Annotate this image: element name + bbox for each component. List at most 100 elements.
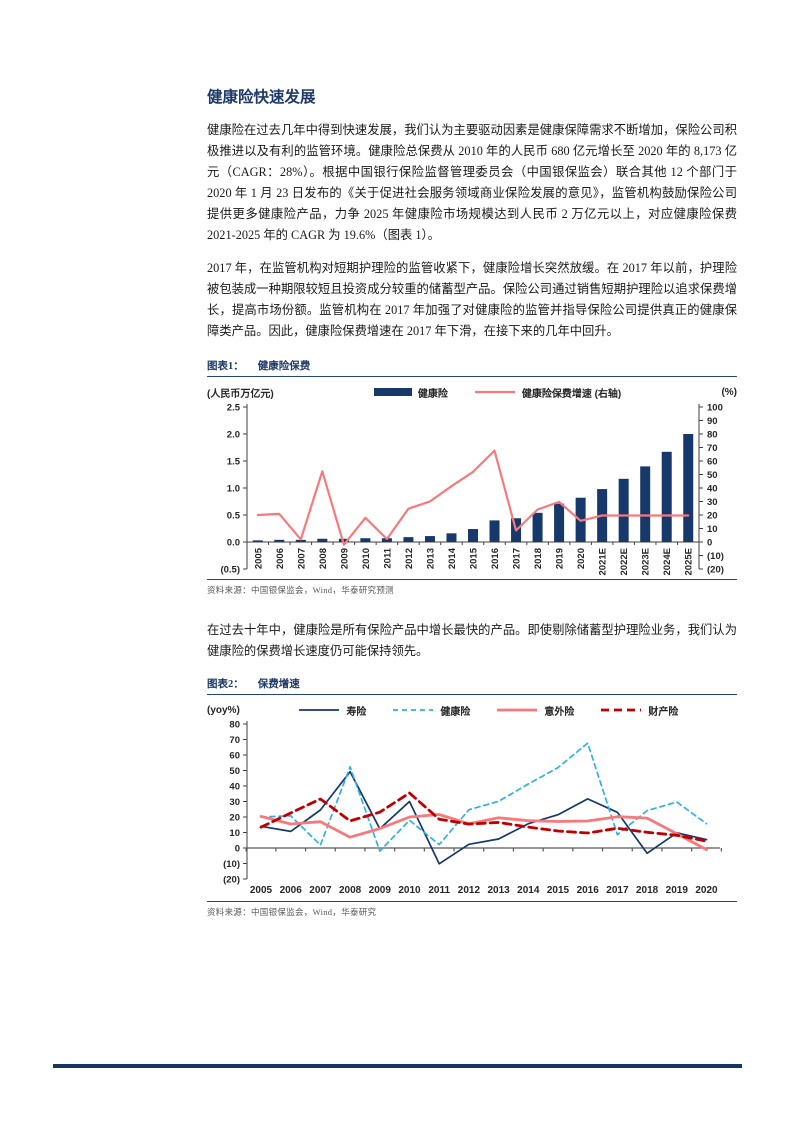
- legend-health-premium-growth: 健康险保费增速 (右轴): [474, 385, 621, 400]
- premium-bar-2010: [360, 538, 371, 542]
- legend-health-premium-growth-line-swatch: [474, 390, 515, 394]
- svg-text:2025E: 2025E: [684, 548, 695, 575]
- legend-accident: 意外险: [496, 703, 574, 718]
- chart-2-legend: 寿险 健康险 意外险 财产险: [240, 703, 737, 718]
- property-line: [259, 791, 708, 843]
- chart-2-top-row: (yoy%) 寿险 健康险 意外险 财产险: [207, 701, 737, 719]
- svg-text:0.5: 0.5: [227, 511, 241, 522]
- legend-accident-label: 意外险: [544, 706, 575, 718]
- chart-2-left-axis-unit: (yoy%): [207, 704, 240, 716]
- svg-text:1.5: 1.5: [227, 457, 241, 468]
- svg-text:50: 50: [707, 470, 718, 481]
- svg-text:2016: 2016: [490, 548, 501, 569]
- svg-text:2.5: 2.5: [227, 403, 241, 414]
- svg-text:2006: 2006: [280, 885, 303, 896]
- svg-text:2015: 2015: [547, 885, 570, 896]
- accident-line: [259, 813, 708, 852]
- svg-text:(10): (10): [707, 551, 724, 562]
- svg-text:50: 50: [229, 766, 240, 777]
- legend-health-premium: 健康险: [373, 385, 448, 400]
- svg-text:2013: 2013: [487, 885, 510, 896]
- svg-text:2019: 2019: [666, 885, 689, 896]
- svg-text:2014: 2014: [447, 547, 458, 569]
- svg-text:90: 90: [707, 416, 718, 427]
- health-line: [260, 742, 708, 852]
- premium-bar-2018: [532, 512, 543, 542]
- svg-text:2012: 2012: [458, 885, 481, 896]
- footer-divider: [53, 1064, 742, 1068]
- svg-text:2.0: 2.0: [227, 430, 240, 441]
- legend-life-label: 寿险: [346, 706, 367, 718]
- figure-2-title: 保费增速: [257, 679, 300, 690]
- svg-text:2013: 2013: [426, 548, 437, 569]
- svg-text:100: 100: [707, 403, 723, 414]
- svg-text:2017: 2017: [512, 548, 523, 569]
- svg-text:80: 80: [707, 430, 718, 441]
- figure-1: 图表1： 健康险保费 (人民币万亿元) 健康险 健康险保费增速 (右轴) (%) …: [207, 358, 737, 596]
- svg-text:2020: 2020: [576, 548, 587, 569]
- svg-text:80: 80: [229, 720, 240, 731]
- svg-text:2018: 2018: [636, 885, 659, 896]
- legend-health-label: 健康险: [440, 706, 471, 718]
- premium-bar-2008: [317, 538, 328, 542]
- legend-property-line-swatch: [601, 708, 642, 712]
- legend-life-line-swatch: [299, 709, 340, 711]
- svg-text:(20): (20): [223, 875, 240, 886]
- svg-text:2021E: 2021E: [598, 548, 609, 575]
- premium-bar-2019: [554, 503, 565, 542]
- svg-text:(20): (20): [707, 565, 724, 576]
- figure-2-label: 图表2：: [207, 679, 244, 690]
- chart-2: (yoy%) 寿险 健康险 意外险 财产险 80 70 60 50 40 30 20 10 0 (10)…: [207, 695, 737, 902]
- chart-1-right-axis-unit: (%): [721, 386, 737, 398]
- svg-text:2006: 2006: [275, 548, 286, 569]
- paragraph-3: 在过去十年中，健康险是所有保险产品中增长最快的产品。即使剔除储蓄型护理险业务，我…: [207, 623, 737, 658]
- svg-text:0.0: 0.0: [227, 538, 240, 549]
- figure-1-source: 资料来源：中国银保监会，Wind，华泰研究预测: [207, 585, 394, 595]
- premium-bar-2009: [338, 538, 349, 542]
- legend-accident-line-swatch: [497, 708, 538, 712]
- svg-text:20: 20: [229, 813, 240, 824]
- legend-health: 健康险: [392, 703, 470, 718]
- svg-text:10: 10: [707, 524, 718, 535]
- svg-text:2020: 2020: [695, 885, 718, 896]
- paragraph-1: 健康险在过去几年中得到快速发展，我们认为主要驱动因素是健康保障需求不断增加，保险…: [207, 123, 737, 242]
- legend-property-label: 财产险: [648, 706, 679, 718]
- svg-text:0: 0: [707, 538, 712, 549]
- paragraph-2: 2017 年，在监管机构对短期护理险的监管收紧下，健康险增长突然放缓。在 201…: [207, 261, 737, 338]
- premium-bar-2012: [403, 537, 414, 542]
- legend-health-line-swatch: [393, 709, 434, 711]
- svg-text:2011: 2011: [428, 885, 450, 896]
- svg-text:20: 20: [707, 511, 718, 522]
- svg-text:2010: 2010: [361, 548, 372, 569]
- premium-bar-2025E: [683, 434, 694, 542]
- premium-bar-2024E: [661, 451, 672, 542]
- svg-text:40: 40: [229, 782, 240, 793]
- premium-bar-2022E: [618, 478, 629, 542]
- svg-text:40: 40: [707, 484, 718, 495]
- premium-bar-2007: [295, 539, 306, 542]
- figure-1-title: 健康险保费: [257, 361, 311, 372]
- legend-health-premium-bar-swatch: [373, 388, 412, 396]
- svg-text:2016: 2016: [577, 885, 600, 896]
- svg-text:2008: 2008: [339, 885, 362, 896]
- legend-health-premium-growth-label: 健康险保费增速 (右轴): [521, 388, 622, 400]
- svg-text:(0.5): (0.5): [220, 565, 240, 576]
- svg-text:2014: 2014: [517, 885, 540, 896]
- svg-text:2009: 2009: [369, 885, 392, 896]
- svg-text:2017: 2017: [606, 885, 629, 896]
- svg-text:2007: 2007: [309, 885, 332, 896]
- svg-text:70: 70: [707, 443, 718, 454]
- svg-text:2022E: 2022E: [619, 548, 630, 575]
- chart-1-plot: 2.52.01.51.00.50.0(0.5)10090807060504030…: [220, 403, 724, 576]
- legend-property: 财产险: [600, 703, 678, 718]
- svg-text:70: 70: [229, 735, 240, 746]
- svg-text:2005: 2005: [253, 547, 264, 569]
- premium-bar-2005: [252, 540, 263, 542]
- figure-2: 图表2： 保费增速 (yoy%) 寿险 健康险 意外险 财产险 80 70 60 50 40 3…: [207, 676, 737, 918]
- premium-bar-2015: [468, 529, 478, 542]
- svg-text:10: 10: [229, 828, 240, 839]
- svg-text:(10): (10): [223, 859, 240, 870]
- premium-bar-2014: [446, 533, 457, 542]
- svg-text:2008: 2008: [318, 548, 329, 569]
- svg-text:2009: 2009: [339, 548, 350, 569]
